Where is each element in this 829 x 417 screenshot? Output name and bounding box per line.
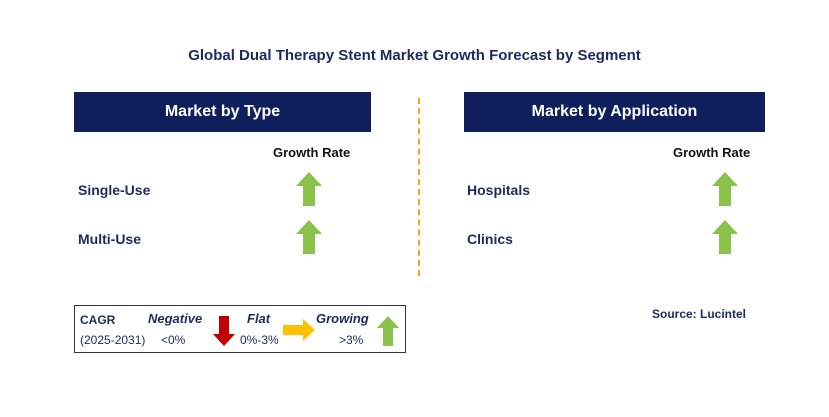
growing-legend-arrow-icon <box>377 316 399 346</box>
growing-arrow-icon <box>296 172 322 206</box>
legend-growing-label: Growing <box>316 311 369 326</box>
application-growth-rate-label: Growth Rate <box>673 145 751 160</box>
legend-flat-range: 0%-3% <box>240 333 279 347</box>
legend-period-label: (2025-2031) <box>80 333 146 347</box>
flat-arrow-icon <box>283 319 315 341</box>
growing-arrow-icon <box>296 220 322 254</box>
segment-label-multi-use: Multi-Use <box>78 231 141 247</box>
panel-divider <box>418 98 420 276</box>
legend-cagr-label: CAGR <box>80 313 116 327</box>
segment-label-single-use: Single-Use <box>78 182 151 198</box>
legend-flat-label: Flat <box>247 311 271 326</box>
legend-negative-label: Negative <box>148 311 203 326</box>
growing-arrow-icon <box>712 172 738 206</box>
legend-negative-range: <0% <box>161 333 186 347</box>
legend-growing-range: >3% <box>339 333 364 347</box>
type-panel-header: Market by Type <box>74 92 371 132</box>
growing-arrow-icon <box>712 220 738 254</box>
cagr-legend <box>74 305 406 353</box>
application-panel-header: Market by Application <box>464 92 765 132</box>
segment-label-clinics: Clinics <box>467 231 513 247</box>
segment-label-hospitals: Hospitals <box>467 182 531 198</box>
source-label: Source: Lucintel <box>652 307 747 321</box>
type-growth-rate-label: Growth Rate <box>273 145 351 160</box>
negative-arrow-icon <box>213 316 235 346</box>
chart-title: Global Dual Therapy Stent Market Growth … <box>188 47 641 64</box>
